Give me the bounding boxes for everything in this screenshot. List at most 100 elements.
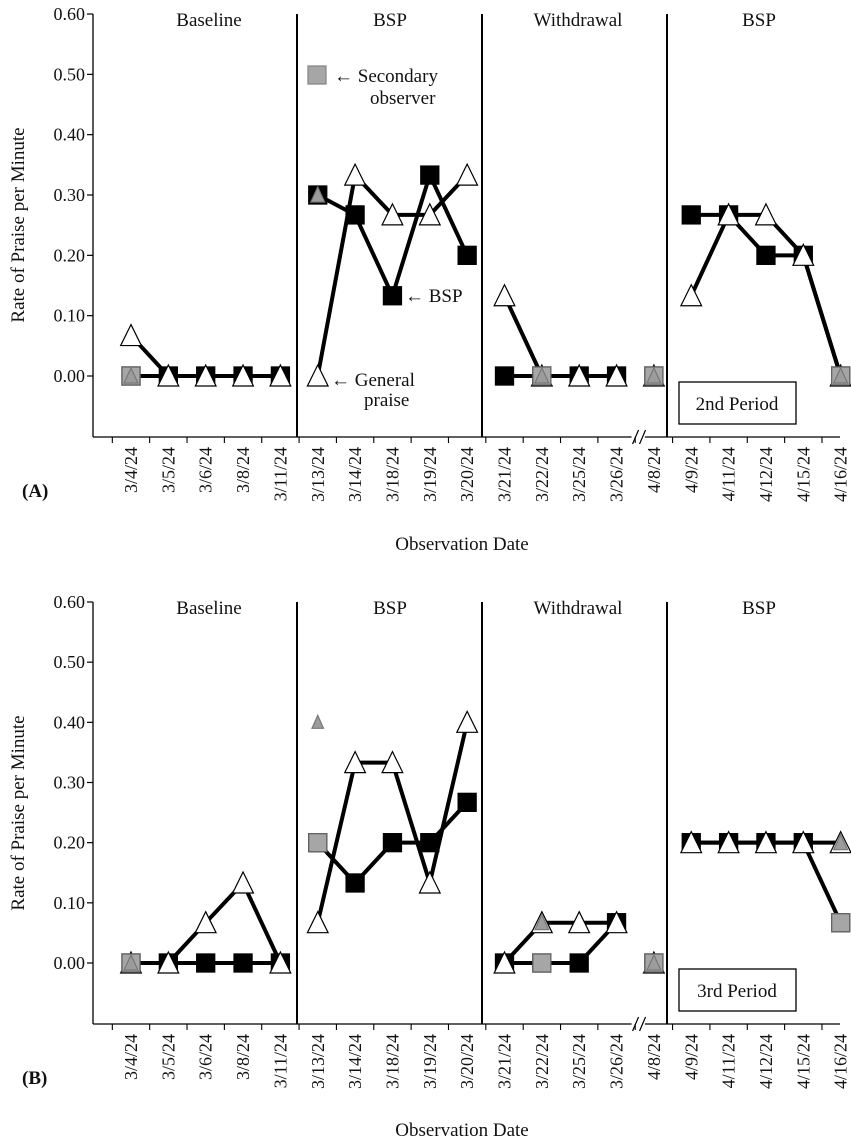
general-praise-point (455, 709, 479, 733)
general-praise-point (605, 910, 628, 934)
general-praise-point (343, 750, 367, 774)
bsp-point (233, 953, 253, 973)
general-praise-point (157, 950, 180, 974)
secondary-observer-triangle (646, 953, 662, 971)
general-praise-point (231, 363, 255, 387)
bsp-series-line (691, 840, 843, 924)
general-praise-point (306, 910, 330, 934)
general-praise-series-line (689, 212, 843, 377)
x-tick-label: 4/8/24 (644, 1034, 664, 1080)
x-tick-label: 3/14/24 (345, 447, 365, 502)
general-praise-point (679, 283, 703, 307)
period-box (678, 968, 797, 1012)
general-praise-point (194, 363, 218, 387)
x-tick-label: 3/21/24 (495, 1034, 515, 1089)
general-praise-point (679, 830, 703, 854)
general-praise-point (269, 950, 292, 974)
annotation-secondary-observer: observer (370, 88, 436, 109)
general-praise-series-line (502, 294, 617, 378)
general-praise-point (567, 910, 591, 934)
x-tick-label: 3/5/24 (158, 1034, 178, 1080)
bsp-point (457, 792, 477, 813)
general-praise-point (119, 323, 143, 347)
y-tick-label: 0.10 (54, 893, 86, 913)
x-axis-title: Observation Date (395, 1120, 528, 1141)
bsp-series-line (316, 173, 469, 298)
y-tick-label: 0.20 (54, 833, 86, 853)
chart-panel-a: 0.00 0.10 0.20 0.30 0.40 0.50 0.60 3/4/24 3/5/24… (8, 4, 851, 555)
y-tick-label: 0.60 (54, 592, 86, 612)
x-tick-label: 3/4/24 (121, 447, 141, 493)
x-tick-label: 3/21/24 (495, 447, 515, 502)
phase-label: BSP (373, 598, 407, 619)
panel-label: (A) (22, 481, 48, 502)
y-tick-label: 0.60 (54, 4, 86, 24)
general-praise-point (791, 242, 815, 266)
period-box (678, 381, 797, 425)
secondary-observer-triangle (309, 185, 326, 203)
x-tick-label: 3/6/24 (196, 447, 216, 493)
y-tick-label: 0.40 (54, 125, 86, 145)
x-tick-label: 3/20/24 (457, 447, 477, 502)
x-tick-label: 3/26/24 (607, 1034, 627, 1089)
bsp-point (681, 205, 701, 225)
bsp-point (494, 366, 515, 386)
general-praise-point (754, 202, 778, 226)
x-tick-label: 3/18/24 (382, 1034, 402, 1089)
bsp-point (756, 245, 776, 265)
x-tick-label: 3/4/24 (121, 1034, 141, 1080)
x-axis-title: Observation Date (395, 534, 528, 555)
bsp-point (345, 873, 365, 893)
general-praise-point (717, 830, 740, 854)
x-tick-label: 3/25/24 (569, 1034, 589, 1089)
x-tick-label: 3/5/24 (158, 447, 178, 493)
x-tick-label: 3/8/24 (233, 447, 253, 493)
secondary-observer-square (831, 913, 851, 933)
x-tick-label: 3/20/24 (457, 1034, 477, 1089)
x-tick-label: 3/8/24 (233, 1034, 253, 1080)
x-tick-label: 3/25/24 (569, 447, 589, 502)
y-tick-label: 0.10 (54, 306, 86, 326)
x-tick-label: 4/15/24 (793, 1034, 813, 1089)
general-praise-point (418, 202, 442, 226)
y-tick-label: 0.30 (54, 185, 86, 205)
x-tick-label: 4/12/24 (756, 447, 776, 502)
phase-label: BSP (373, 10, 407, 31)
secondary-observer-triangle (311, 713, 325, 729)
general-praise-point (381, 202, 404, 226)
annotation-secondary-observer: ← Secondary (334, 66, 438, 87)
chart-panel-b: 0.00 0.10 0.20 0.30 0.40 0.50 0.60 3/4/24 3/5/24… (8, 592, 851, 1141)
y-tick-label: 0.50 (54, 64, 86, 84)
general-praise-point (381, 750, 404, 774)
y-tick-label: 0.00 (54, 953, 86, 973)
y-tick-label: 0.40 (54, 712, 86, 732)
secondary-observer-triangle (123, 366, 139, 384)
general-praise-point (754, 830, 778, 854)
general-praise-point (791, 830, 815, 854)
x-tick-label: 3/19/24 (420, 447, 440, 502)
x-tick-label: 4/16/24 (831, 447, 851, 502)
bsp-point (382, 286, 403, 306)
x-tick-label: 3/19/24 (420, 1034, 440, 1089)
x-tick-label: 3/22/24 (532, 1034, 552, 1089)
general-praise-point (493, 950, 516, 974)
bsp-point (382, 833, 403, 853)
general-praise-point (455, 162, 479, 186)
bsp-point (420, 165, 440, 185)
general-praise-point (605, 363, 628, 387)
general-praise-point (306, 363, 330, 387)
secondary-observer-square (308, 833, 328, 853)
y-tick-label: 0.50 (54, 652, 86, 672)
bsp-point (196, 953, 216, 973)
x-tick-label: 4/12/24 (756, 1034, 776, 1089)
general-praise-series-line (503, 920, 617, 965)
bsp-series-line (504, 921, 619, 965)
general-praise-point (157, 363, 180, 387)
phase-label: Baseline (176, 598, 241, 619)
period-label: 3rd Period (697, 981, 777, 1002)
annotation-general-praise: ← General (331, 370, 415, 391)
x-tick-label: 4/11/24 (719, 1034, 739, 1088)
x-tick-label: 4/16/24 (831, 1034, 851, 1089)
bsp-point (569, 953, 589, 973)
